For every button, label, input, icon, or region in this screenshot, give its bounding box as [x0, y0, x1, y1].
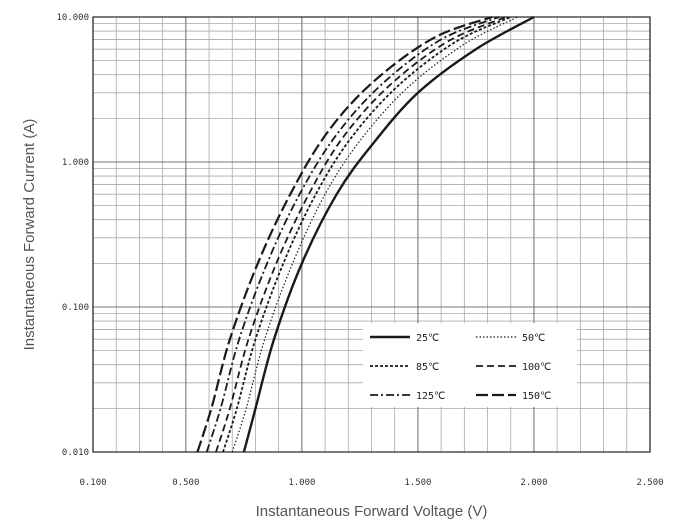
- legend-label: 150℃: [522, 391, 551, 402]
- y-axis-ticks: 0.010 0.100 1.000 10.000: [56, 13, 89, 458]
- legend-label: 50℃: [522, 333, 545, 344]
- x-axis-title: Instantaneous Forward Voltage (V): [256, 503, 488, 520]
- y-tick-label: 0.010: [62, 448, 89, 458]
- x-tick-label: 2.000: [520, 478, 547, 488]
- x-tick-label: 1.000: [288, 478, 315, 488]
- legend-label: 85℃: [416, 362, 439, 373]
- y-axis-title: Instantaneous Forward Current (A): [21, 119, 38, 351]
- series-line-3: [222, 16, 512, 453]
- y-tick-label: 0.100: [62, 303, 89, 313]
- x-tick-label: 0.500: [172, 478, 199, 488]
- legend-label: 100℃: [522, 362, 551, 373]
- y-tick-label: 1.000: [62, 158, 89, 168]
- series-line-6: [196, 15, 493, 453]
- series-line-5: [205, 16, 500, 453]
- legend: 25℃ 50℃ 85℃ 100℃ 125℃ 150℃: [363, 323, 577, 407]
- legend-label: 125℃: [416, 391, 445, 402]
- series-layer: [196, 15, 535, 453]
- legend-label: 25℃: [416, 333, 439, 344]
- x-tick-label: 1.500: [404, 478, 431, 488]
- plot-frame: [92, 16, 651, 453]
- series-line-1: [242, 15, 535, 453]
- x-axis-ticks: 0.100 0.500 1.000 1.500 2.000 2.500: [79, 478, 663, 488]
- series-line-4: [215, 16, 507, 453]
- x-tick-label: 0.100: [79, 478, 106, 488]
- y-tick-label: 10.000: [56, 13, 89, 23]
- x-tick-label: 2.500: [636, 478, 663, 488]
